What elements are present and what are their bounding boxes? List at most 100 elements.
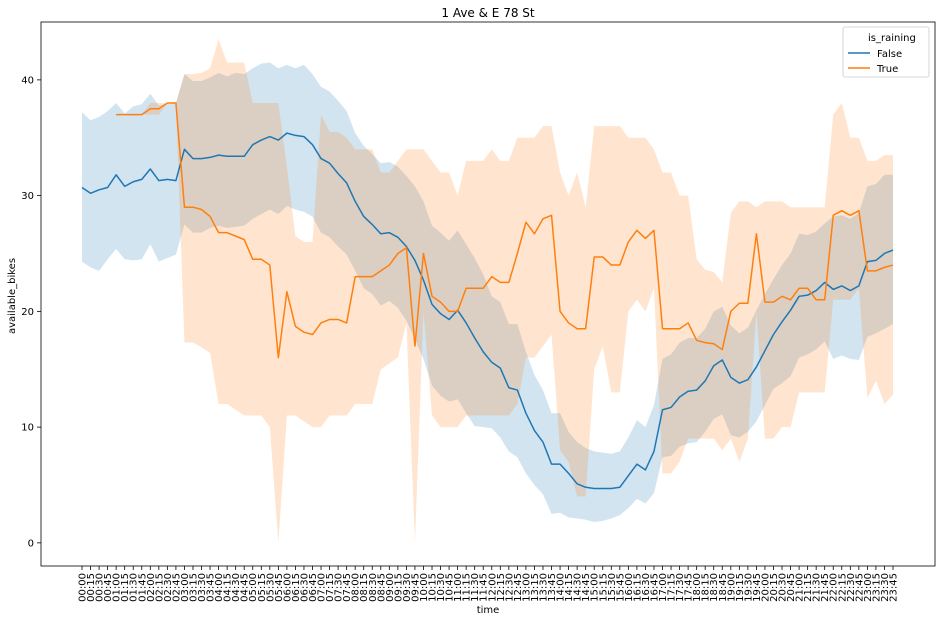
x-tick-label: 06:30 bbox=[299, 573, 310, 602]
x-tick-label: 00:45 bbox=[103, 573, 114, 602]
x-tick-label: 17:00 bbox=[658, 573, 669, 602]
x-tick-label: 03:30 bbox=[197, 573, 208, 602]
x-tick-label: 16:00 bbox=[624, 573, 635, 602]
x-tick-label: 11:00 bbox=[453, 573, 464, 602]
x-tick-label: 05:00 bbox=[248, 573, 259, 602]
x-tick-label: 02:30 bbox=[163, 573, 174, 602]
x-tick-label: 20:30 bbox=[778, 573, 789, 602]
x-tick-label: 00:15 bbox=[86, 573, 97, 602]
x-tick-label: 23:30 bbox=[880, 573, 891, 602]
x-tick-label: 04:15 bbox=[223, 573, 234, 602]
x-tick-label: 07:45 bbox=[342, 573, 353, 602]
legend: is_raining False True bbox=[842, 26, 930, 78]
x-tick-label: 12:45 bbox=[513, 573, 524, 602]
legend-box bbox=[842, 26, 930, 78]
x-tick-label: 19:15 bbox=[735, 573, 746, 602]
x-tick-label: 12:15 bbox=[496, 573, 507, 602]
x-tick-label: 07:30 bbox=[334, 573, 345, 602]
x-tick-label: 01:00 bbox=[112, 573, 123, 602]
x-tick-label: 16:30 bbox=[641, 573, 652, 602]
x-tick-label: 13:00 bbox=[521, 573, 532, 602]
x-tick-label: 02:45 bbox=[171, 573, 182, 602]
x-tick-label: 13:15 bbox=[530, 573, 541, 602]
x-tick-label: 18:00 bbox=[692, 573, 703, 602]
x-tick-label: 23:00 bbox=[863, 573, 874, 602]
x-tick-label: 03:45 bbox=[206, 573, 217, 602]
x-tick-label: 10:45 bbox=[445, 573, 456, 602]
x-tick-label: 14:15 bbox=[564, 573, 575, 602]
x-tick-label: 20:15 bbox=[769, 573, 780, 602]
x-tick-label: 01:45 bbox=[137, 573, 148, 602]
y-tick-label: 30 bbox=[21, 191, 34, 202]
x-tick-label: 15:15 bbox=[598, 573, 609, 602]
legend-label-true: True bbox=[876, 64, 898, 75]
x-tick-label: 20:00 bbox=[760, 573, 771, 602]
x-tick-label: 19:00 bbox=[726, 573, 737, 602]
x-tick-label: 09:15 bbox=[393, 573, 404, 602]
x-tick-label: 22:30 bbox=[846, 573, 857, 602]
x-tick-label: 21:45 bbox=[820, 573, 831, 602]
x-tick-label: 18:45 bbox=[718, 573, 729, 602]
x-axis-label: time bbox=[477, 605, 500, 616]
x-tick-label: 10:00 bbox=[419, 573, 430, 602]
x-tick-label: 08:00 bbox=[351, 573, 362, 602]
x-tick-label: 04:00 bbox=[214, 573, 225, 602]
x-tick-label: 12:00 bbox=[487, 573, 498, 602]
x-tick-label: 04:45 bbox=[240, 573, 251, 602]
y-tick-label: 0 bbox=[28, 538, 34, 549]
x-tick-label: 12:30 bbox=[504, 573, 515, 602]
x-tick-label: 13:30 bbox=[538, 573, 549, 602]
x-tick-label: 15:30 bbox=[607, 573, 618, 602]
x-tick-label: 05:30 bbox=[265, 573, 276, 602]
x-tick-label: 11:45 bbox=[479, 573, 490, 602]
x-tick-label: 02:00 bbox=[146, 573, 157, 602]
x-tick-label: 09:45 bbox=[410, 573, 421, 602]
x-tick-label: 19:30 bbox=[743, 573, 754, 602]
x-tick-label: 18:30 bbox=[709, 573, 720, 602]
series-line-false bbox=[81, 132, 894, 490]
plot-frame bbox=[40, 21, 936, 567]
x-tick-label: 21:00 bbox=[795, 573, 806, 602]
x-tick-label: 11:30 bbox=[470, 573, 481, 602]
series-line-true bbox=[116, 102, 894, 359]
x-tick-label: 08:45 bbox=[376, 573, 387, 602]
x-tick-label: 11:15 bbox=[462, 573, 473, 602]
x-tick-label: 18:15 bbox=[701, 573, 712, 602]
x-tick-label: 15:45 bbox=[615, 573, 626, 602]
x-tick-label: 01:15 bbox=[120, 573, 131, 602]
x-tick-label: 14:00 bbox=[556, 573, 567, 602]
x-tick-label: 02:15 bbox=[154, 573, 165, 602]
x-tick-label: 04:30 bbox=[231, 573, 242, 602]
x-tick-label: 17:15 bbox=[667, 573, 678, 602]
x-tick-label: 09:30 bbox=[402, 573, 413, 602]
x-tick-label: 16:45 bbox=[649, 573, 660, 602]
x-tick-label: 08:30 bbox=[368, 573, 379, 602]
x-tick-label: 14:45 bbox=[581, 573, 592, 602]
x-tick-label: 08:15 bbox=[359, 573, 370, 602]
y-axis-label: available_bikes bbox=[7, 258, 18, 334]
confidence-bands bbox=[82, 39, 893, 543]
x-tick-label: 15:00 bbox=[590, 573, 601, 602]
x-tick-label: 01:30 bbox=[129, 573, 140, 602]
x-tick-label: 16:15 bbox=[632, 573, 643, 602]
x-tick-label: 06:45 bbox=[308, 573, 319, 602]
legend-label-false: False bbox=[877, 49, 902, 60]
x-tick-label: 20:45 bbox=[786, 573, 797, 602]
legend-title: is_raining bbox=[868, 33, 916, 44]
y-tick-label: 20 bbox=[21, 307, 34, 318]
x-tick-label: 17:30 bbox=[675, 573, 686, 602]
series-lines bbox=[81, 102, 894, 490]
x-tick-label: 00:30 bbox=[95, 573, 106, 602]
x-tick-label: 22:00 bbox=[829, 573, 840, 602]
x-tick-label: 05:45 bbox=[274, 573, 285, 602]
x-tick-label: 22:45 bbox=[854, 573, 865, 602]
x-tick-label: 09:00 bbox=[385, 573, 396, 602]
x-tick-label: 06:00 bbox=[282, 573, 293, 602]
y-tick-label: 10 bbox=[21, 423, 34, 434]
x-tick-label: 05:15 bbox=[257, 573, 268, 602]
x-tick-label: 03:00 bbox=[180, 573, 191, 602]
x-tick-label: 06:15 bbox=[291, 573, 302, 602]
x-tick-label: 23:45 bbox=[889, 573, 900, 602]
